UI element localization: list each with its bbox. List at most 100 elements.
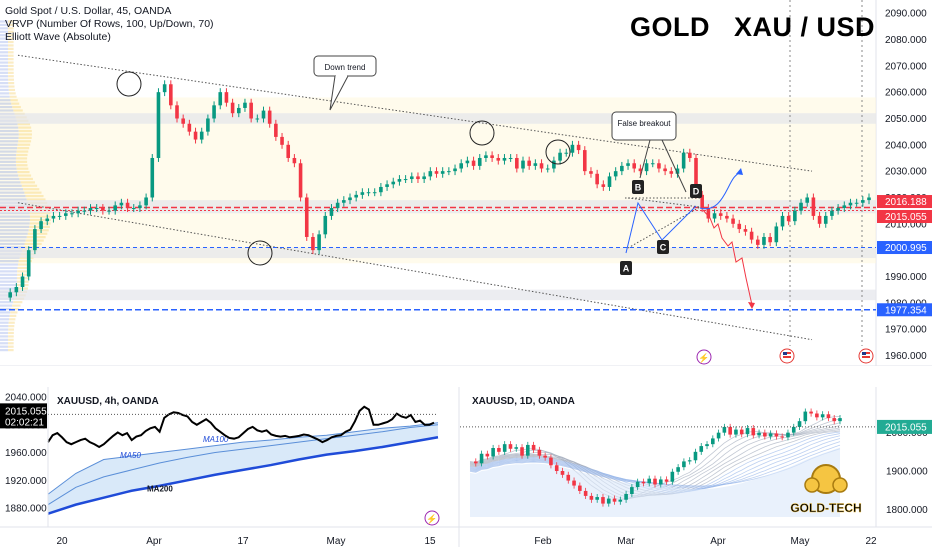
candle [397,179,402,182]
volume-profile-bar [0,54,9,57]
candle [243,102,247,108]
candle [768,236,772,243]
candle [786,432,790,438]
subchart-4h[interactable]: MA50MA100MA2002040.0002000.0001960.00019… [0,387,460,547]
candle [663,168,667,172]
volume-profile-bar [0,328,9,331]
false-breakout-label: False breakout [618,119,672,128]
yaxis-tick: 2010.000 [885,219,927,230]
candle [70,213,74,215]
y-label-support-2: 1977.354 [885,305,927,316]
volume-profile-bar [0,311,11,314]
candle [728,426,732,435]
candle [57,215,62,217]
elliott-wave-path [625,201,697,254]
volume-profile-bar [0,30,9,33]
candle [558,152,562,161]
candle [416,176,420,180]
candle [641,481,646,484]
volume-profile-bar [8,27,14,30]
volume-profile-bar [8,68,14,71]
candle [274,123,278,137]
candle [774,226,779,243]
xaxis-tick: 20 [56,536,68,547]
candle [335,202,340,209]
candle [162,84,167,93]
candle [638,168,643,172]
candle [647,478,652,484]
candle [751,428,756,436]
pivot-circle [545,139,571,165]
candle [531,444,536,450]
yaxis-tick: 2090.000 [885,9,927,20]
candle [508,157,513,159]
y-label-current: 2015.055 [885,212,927,223]
candle [372,192,377,194]
candle [705,444,709,447]
volume-profile-bar [0,61,9,64]
bearish-projection [702,209,753,306]
candle [576,144,581,151]
y-label-support-1-bg [877,241,932,255]
current-price-bg [877,419,932,434]
candle [549,457,553,466]
volume-profile-bar [0,75,9,78]
subchart-1d[interactable]: 2000.0001900.0001800.0002015.055FebMarAp… [460,387,932,547]
volume-profile-bar [0,349,9,352]
indicator-vrvp: VRVP (Number Of Rows, 100, Up/Down, 70) [5,18,214,30]
candle [131,208,136,210]
candle [830,210,834,216]
volume-profile-bar [0,277,17,280]
volume-profile-bar [8,78,14,81]
candle [848,202,853,206]
candle [664,479,669,482]
volume-profile-bar [0,263,19,266]
candle [653,478,657,485]
candle [657,163,661,169]
candle [94,208,99,210]
channel-lower-line [17,202,813,341]
volume-profile-bar [0,280,17,283]
volume-profile-bar [12,304,21,307]
candle [107,210,111,212]
candle [218,92,223,106]
candle [113,205,118,211]
volume-profile-bar [8,349,14,352]
volume-profile-bar [8,51,14,54]
wave-label-c: C [660,243,667,253]
volume-profile-bar [8,54,14,57]
candle [805,197,810,203]
volume-profile-bar [0,23,9,27]
candle [150,157,155,198]
candle [718,213,723,216]
volume-profile-bar [0,20,9,23]
volume-profile-bar [8,44,14,47]
wave-label-d: D [693,187,700,197]
candle [572,480,576,486]
ma100-line [47,424,439,506]
y-label-resistance-bg [877,195,932,209]
main-chart[interactable]: Down trend False breakout A B C D 2090.000 2080… [0,0,932,366]
volume-profile-bar [8,64,14,68]
callout-pointer [661,139,687,193]
volume-profile-bar [0,318,10,321]
candle [635,481,640,488]
volume-profile-bar [0,266,18,270]
candle [867,197,871,201]
candle [497,448,501,452]
price-zone [0,113,876,124]
candle [815,413,819,418]
candle [479,453,484,464]
ma-band [48,422,438,514]
candle [224,92,229,103]
candle [768,433,773,437]
volume-profile-bar [0,287,17,290]
volume-profile-bar [0,37,9,40]
candle [861,200,865,203]
callout-pointer [639,139,651,179]
candle [471,160,476,166]
candle [323,215,328,235]
candle [650,163,655,165]
candle [101,208,105,211]
candle [803,411,808,422]
